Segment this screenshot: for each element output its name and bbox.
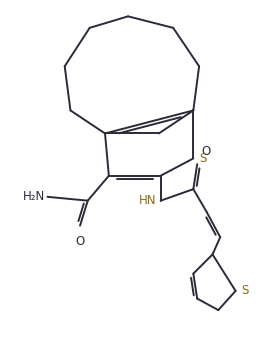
Text: S: S	[241, 284, 249, 297]
Text: HN: HN	[139, 194, 157, 207]
Text: O: O	[201, 146, 210, 158]
Text: H₂N: H₂N	[23, 190, 46, 203]
Text: O: O	[75, 235, 85, 248]
Text: S: S	[199, 152, 206, 165]
